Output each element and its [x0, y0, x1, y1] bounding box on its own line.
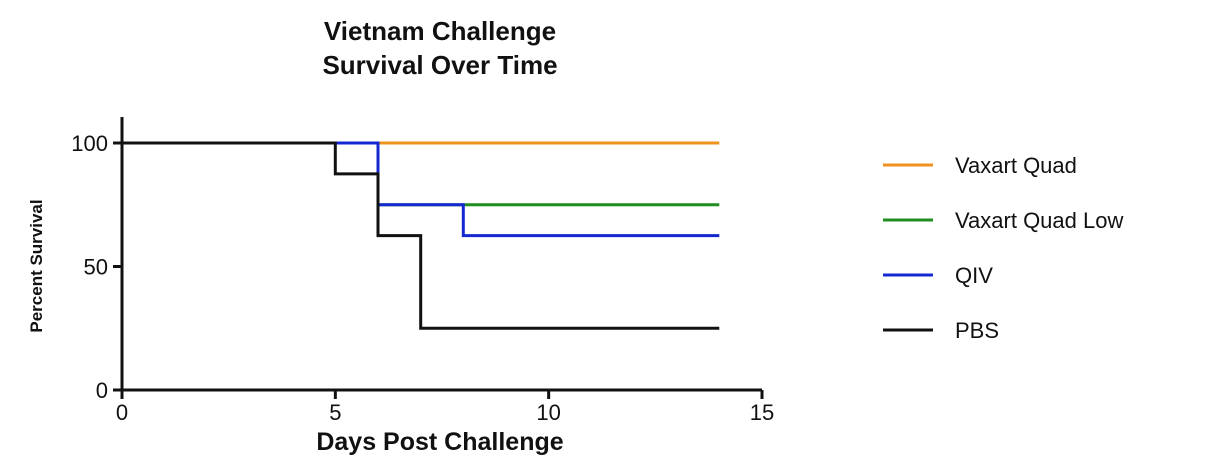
x-tick-label: 15: [750, 400, 774, 425]
legend-label-qiv: QIV: [955, 263, 993, 288]
series-line-pbs: [122, 141, 720, 330]
series-line-vaxart-quad-low: [122, 141, 720, 207]
legend-label-vaxart-quad: Vaxart Quad: [955, 153, 1077, 178]
x-tick-label: 5: [329, 400, 341, 425]
plot-area: 0 5 10 15 0 50 100: [71, 117, 774, 425]
legend-label-vaxart-quad-low: Vaxart Quad Low: [955, 208, 1123, 233]
x-tick-label: 0: [116, 400, 128, 425]
legend-label-pbs: PBS: [955, 318, 999, 343]
legend: Vaxart Quad Vaxart Quad Low QIV PBS: [883, 153, 1123, 343]
x-axis-label: Days Post Challenge: [316, 428, 563, 456]
y-tick-label: 0: [96, 378, 108, 403]
x-tick-label: 10: [536, 400, 560, 425]
y-tick-label: 100: [71, 131, 108, 156]
series-line-qiv: [122, 141, 720, 238]
chart-title-line-2: Survival Over Time: [322, 50, 557, 80]
y-tick-label: 50: [84, 255, 108, 280]
y-axis-label: Percent Survival: [27, 199, 46, 332]
chart-title-line-1: Vietnam Challenge: [324, 16, 556, 46]
